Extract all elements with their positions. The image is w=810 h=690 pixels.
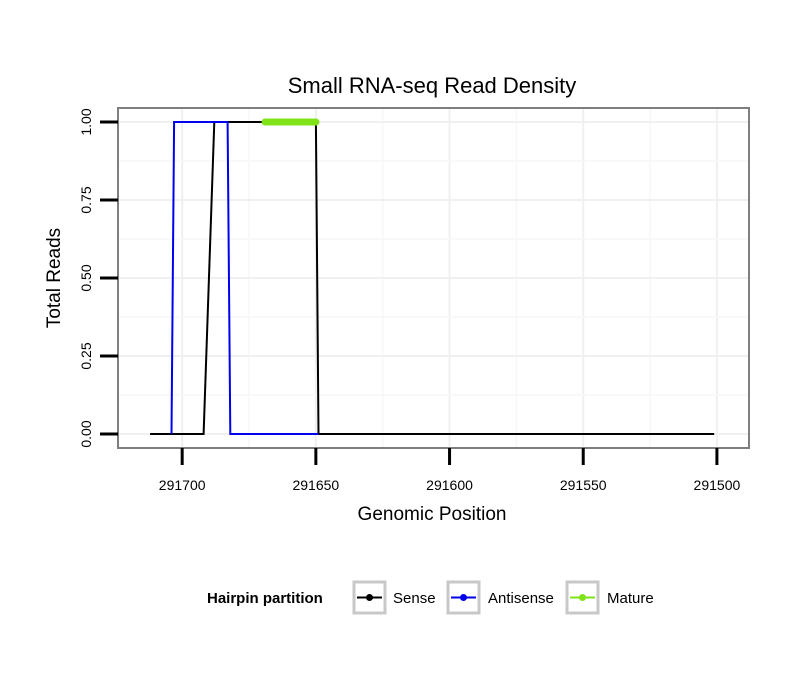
- y-axis-title: Total Reads: [44, 228, 65, 328]
- y-tick-label: 1.00: [78, 108, 94, 135]
- legend-key-point: [366, 594, 373, 601]
- legend-title: Hairpin partition: [207, 590, 323, 607]
- x-tick-label: 291700: [159, 477, 206, 493]
- y-tick-label: 0.50: [78, 264, 94, 291]
- axes: 291700 291650 291600 291550 291500 0.00 0.25 0.…: [78, 108, 740, 493]
- chart-title: Small RNA-seq Read Density: [288, 73, 577, 98]
- y-tick-label: 0.00: [78, 420, 94, 447]
- legend-key-point: [579, 594, 586, 601]
- x-tick-label: 291600: [426, 477, 473, 493]
- series-line-antisense: [170, 121, 319, 435]
- x-axis-title: Genomic Position: [358, 504, 507, 525]
- legend: Hairpin partition Sense Antisense Mature: [207, 580, 654, 615]
- x-tick-label: 291500: [694, 477, 741, 493]
- legend-label-sense: Sense: [393, 590, 436, 607]
- x-tick-label: 291650: [292, 477, 339, 493]
- legend-key-point: [460, 594, 467, 601]
- y-tick-label: 0.75: [78, 186, 94, 213]
- plot-series: [150, 118, 715, 435]
- legend-label-antisense: Antisense: [488, 590, 554, 607]
- x-tick-label: 291550: [560, 477, 607, 493]
- y-tick-label: 0.25: [78, 342, 94, 369]
- legend-label-mature: Mature: [607, 590, 654, 607]
